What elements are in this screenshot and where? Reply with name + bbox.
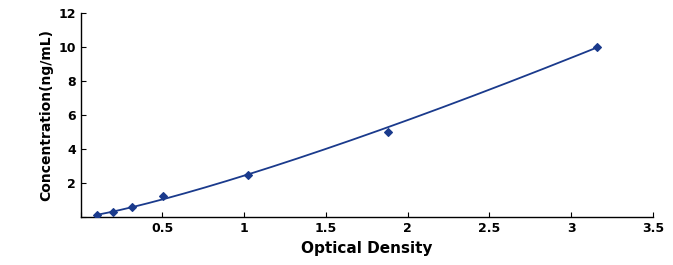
X-axis label: Optical Density: Optical Density [301, 241, 433, 256]
Y-axis label: Concentration(ng/mL): Concentration(ng/mL) [39, 29, 53, 201]
